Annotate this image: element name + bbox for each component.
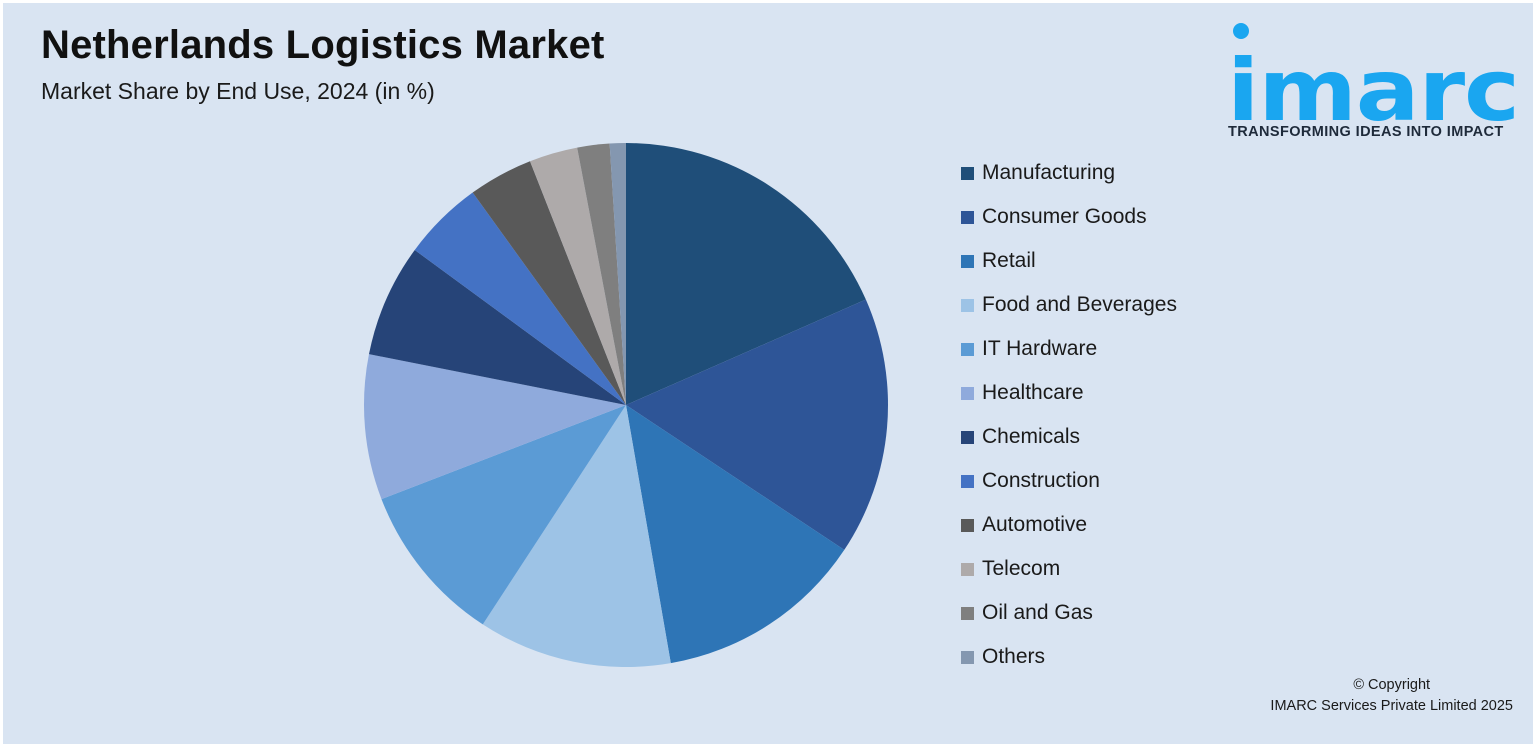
logo-wordmark: imarc — [1227, 41, 1519, 141]
legend-swatch — [961, 386, 974, 400]
pie-slice-construction — [414, 192, 626, 405]
legend-item: Automotive — [961, 503, 1177, 547]
pie-slice-telecom — [530, 147, 626, 405]
legend-label: Chemicals — [982, 425, 1081, 448]
legend-swatch — [961, 342, 974, 356]
legend-swatch — [961, 562, 974, 576]
legend-item: Chemicals — [961, 415, 1177, 459]
legend-swatch — [961, 518, 974, 532]
legend-item: Food and Beverages — [961, 283, 1177, 327]
legend-item: Healthcare — [961, 371, 1177, 415]
chart-subtitle: Market Share by End Use, 2024 (in %) — [41, 78, 435, 104]
legend-item: Others — [961, 635, 1177, 679]
legend-label: Healthcare — [982, 381, 1084, 404]
legend-item: Manufacturing — [961, 151, 1177, 195]
legend-item: Construction — [961, 459, 1177, 503]
legend-label: Automotive — [982, 513, 1088, 536]
pie-slice-others — [609, 143, 626, 405]
pie-chart — [363, 143, 889, 668]
legend-label: Retail — [982, 249, 1036, 272]
legend-label: Telecom — [982, 557, 1061, 580]
legend-swatch — [961, 166, 974, 180]
pie-slice-healthcare — [363, 354, 626, 500]
legend-item: Retail — [961, 239, 1177, 283]
legend-swatch — [961, 298, 974, 312]
legend-item: Consumer Goods — [961, 195, 1177, 239]
logo-tagline: TRANSFORMING IDEAS INTO IMPACT — [1228, 124, 1504, 140]
imarc-logo: imarc — [1227, 23, 1519, 141]
legend-item: Oil and Gas — [961, 591, 1177, 635]
legend-label: Construction — [982, 469, 1100, 492]
pie-slice-automotive — [472, 161, 626, 405]
copyright-notice: © Copyright IMARC Services Private Limit… — [1270, 675, 1513, 717]
legend-label: Oil and Gas — [982, 601, 1093, 624]
pie-slice-chemicals — [368, 250, 626, 405]
legend-label: Others — [982, 645, 1046, 668]
logo-dot-icon — [1233, 23, 1249, 39]
chart-legend: Manufacturing Consumer Goods Retail Food an… — [961, 151, 1177, 679]
pie-slice-food-and-beverages — [482, 405, 671, 668]
legend-label: Consumer Goods — [982, 205, 1147, 228]
page-title: Netherlands Logistics Market — [41, 23, 605, 67]
company-line: IMARC Services Private Limited 2025 — [1270, 698, 1513, 714]
legend-label: Food and Beverages — [982, 293, 1177, 316]
legend-swatch — [961, 210, 974, 224]
legend-item: Telecom — [961, 547, 1177, 591]
pie-slice-manufacturing — [626, 143, 866, 405]
copyright-line: © Copyright — [1353, 677, 1431, 693]
chart-canvas: Netherlands Logistics Market Market Shar… — [3, 3, 1533, 744]
legend-swatch — [961, 474, 974, 488]
legend-label: IT Hardware — [982, 337, 1098, 360]
legend-swatch — [961, 430, 974, 444]
legend-swatch — [961, 254, 974, 268]
pie-slice-consumer-goods — [626, 299, 889, 550]
legend-label: Manufacturing — [982, 161, 1116, 184]
legend-swatch — [961, 606, 974, 620]
legend-swatch — [961, 650, 974, 664]
pie-slice-it-hardware — [381, 405, 626, 625]
pie-slice-retail — [626, 405, 845, 664]
pie-slice-oil-and-gas — [577, 143, 626, 405]
legend-item: IT Hardware — [961, 327, 1177, 371]
